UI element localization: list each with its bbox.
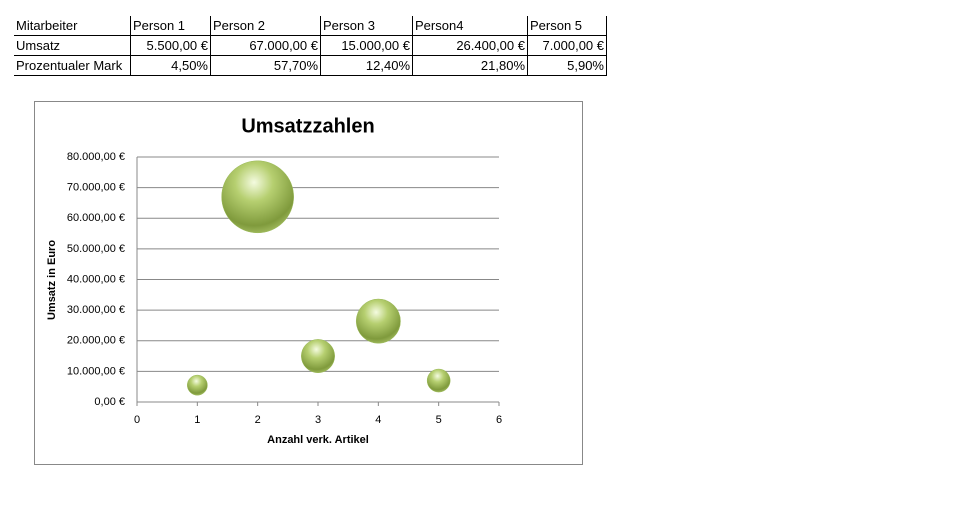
table-row: Prozentualer Mark 4,50% 57,70% 12,40% 21,80%… (14, 55, 607, 76)
table-cell: Person4 (412, 16, 528, 36)
table-cell: 21,80% (412, 55, 528, 76)
bubble (426, 368, 451, 393)
x-tick-label: 2 (255, 414, 261, 426)
table-cell: 15.000,00 € (320, 35, 413, 56)
table-cell: 7.000,00 € (527, 35, 607, 56)
table-cell: 4,50% (130, 55, 211, 76)
table-cell: 12,40% (320, 55, 413, 76)
table-cell: 5,90% (527, 55, 607, 76)
table-cell: Person 3 (320, 16, 413, 36)
x-tick-label: 5 (436, 414, 442, 426)
bubble (187, 374, 208, 396)
y-tick-label: 80.000,00 € (67, 151, 125, 163)
x-axis-title: Anzahl verk. Artikel (267, 434, 369, 446)
y-tick-label: 30.000,00 € (67, 304, 125, 316)
chart-frame (34, 101, 583, 465)
table-cell: Person 1 (130, 16, 211, 36)
x-tick-label: 4 (375, 414, 381, 426)
table-row: Umsatz 5.500,00 €67.000,00 €15.000,00 €26… (14, 35, 607, 56)
table-cell: Mitarbeiter (14, 16, 131, 36)
table-cell: 26.400,00 € (412, 35, 528, 56)
table-row: Mitarbeiter Person 1 Person 2 Person 3 Perso… (14, 16, 607, 36)
y-tick-label: 0,00 € (94, 396, 125, 408)
table-cell: Person 5 (527, 16, 607, 36)
y-tick-label: 60.000,00 € (67, 212, 125, 224)
x-tick-label: 3 (315, 414, 321, 426)
y-tick-label: 10.000,00 € (67, 365, 125, 377)
y-axis-title: Umsatz in Euro (46, 240, 58, 320)
y-tick-label: 50.000,00 € (67, 243, 125, 255)
bubble (221, 160, 294, 234)
table-cell: 5.500,00 € (130, 35, 211, 56)
x-tick-label: 6 (496, 414, 502, 426)
table-cell: 67.000,00 € (210, 35, 321, 56)
y-tick-label: 40.000,00 € (67, 273, 125, 285)
y-tick-label: 70.000,00 € (67, 182, 125, 194)
y-tick-label: 20.000,00 € (67, 335, 125, 347)
bubble (301, 339, 335, 374)
table-cell: Prozentualer Mark (14, 55, 131, 76)
table-cell: 57,70% (210, 55, 321, 76)
data-table: Mitarbeiter Person 1 Person 2 Person 3 Perso… (14, 16, 607, 76)
x-tick-label: 0 (134, 414, 140, 426)
bubble (355, 298, 401, 344)
table-cell: Person 2 (210, 16, 321, 36)
table-cell: Umsatz (14, 35, 131, 56)
chart-title: Umsatzzahlen (241, 115, 374, 137)
x-tick-label: 1 (194, 414, 200, 426)
